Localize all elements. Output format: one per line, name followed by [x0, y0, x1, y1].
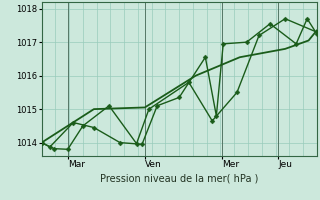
X-axis label: Pression niveau de la mer( hPa ): Pression niveau de la mer( hPa )	[100, 173, 258, 183]
